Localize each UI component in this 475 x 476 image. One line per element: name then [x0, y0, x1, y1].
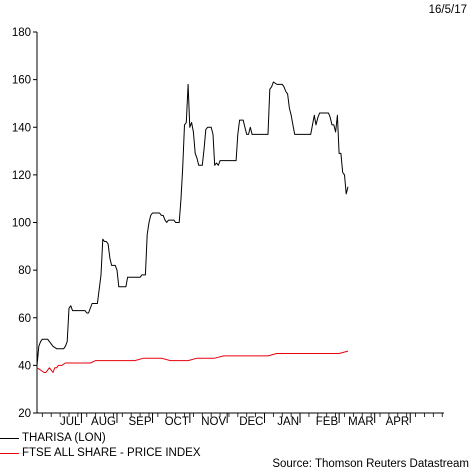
series-lines — [36, 81, 349, 373]
source-note: Source: Thomson Reuters Datastream — [272, 458, 469, 470]
y-tick-label: 120 — [12, 170, 31, 182]
x-tick-label: SEP — [129, 416, 152, 428]
series-line-tharisa — [36, 81, 349, 366]
y-tick-label: 80 — [18, 265, 31, 277]
legend-item-ftse: FTSE ALL SHARE - PRICE INDEX — [0, 447, 201, 459]
y-tick-label: 140 — [12, 122, 31, 134]
x-tick-label: DEC — [239, 416, 263, 428]
x-tick-label: JAN — [277, 416, 299, 428]
axis-ticks — [33, 31, 444, 423]
y-tick-label: 100 — [12, 218, 31, 230]
x-tick-label: JUL — [60, 416, 81, 428]
y-tick-label: 60 — [18, 313, 31, 325]
y-tick-label: 40 — [18, 360, 31, 372]
x-tick-label: MAR — [348, 416, 374, 428]
legend-swatch-tharisa — [0, 437, 19, 439]
y-tick-label: 180 — [12, 27, 31, 39]
series-line-ftse — [36, 350, 349, 373]
x-tick-label: APR — [386, 416, 410, 428]
x-tick-labels: JUL AUG SEP OCT NOV DEC JAN FEB MAR APR — [60, 416, 409, 428]
x-tick-label: OCT — [165, 416, 189, 428]
legend-swatch-ftse — [0, 452, 19, 454]
x-tick-label: AUG — [91, 416, 116, 428]
legend-label-tharisa: THARISA (LON) — [22, 432, 106, 444]
x-tick-label: FEB — [316, 416, 339, 428]
x-tick-label: NOV — [201, 416, 226, 428]
y-tick-label: 20 — [18, 408, 31, 420]
y-tick-labels: 20 40 60 80 100 120 140 160 180 — [12, 27, 31, 420]
y-tick-label: 160 — [12, 75, 31, 87]
legend-label-ftse: FTSE ALL SHARE - PRICE INDEX — [22, 447, 201, 459]
legend-item-tharisa: THARISA (LON) — [0, 432, 106, 444]
date-label: 16/5/17 — [428, 4, 467, 16]
